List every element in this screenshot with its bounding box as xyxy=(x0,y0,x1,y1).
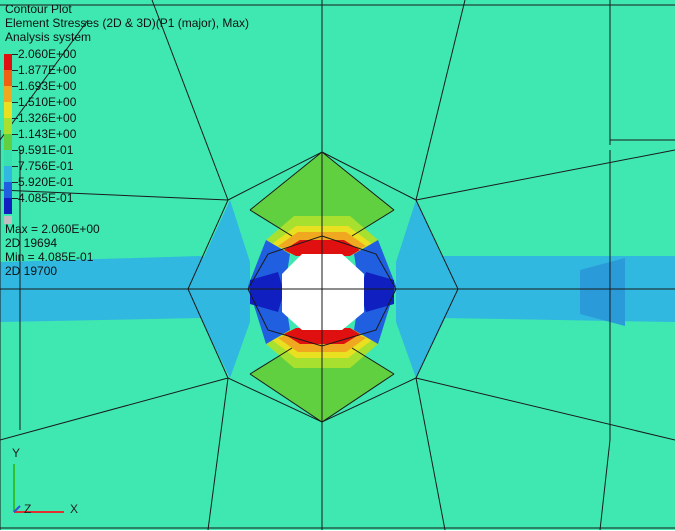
legend-no-result xyxy=(4,216,114,232)
legend-value: 1.877E+00 xyxy=(18,63,77,77)
legend-entry: 1.877E+00 xyxy=(4,63,114,86)
legend-value: 2.060E+00 xyxy=(18,47,77,61)
legend-value: 9.591E-01 xyxy=(18,143,74,157)
legend-tick xyxy=(12,70,18,71)
legend-swatch xyxy=(4,134,12,150)
min-element: 2D 19700 xyxy=(5,264,58,278)
coordinate-system: Analysis system xyxy=(5,30,92,44)
legend-swatch xyxy=(4,166,12,182)
legend-entry: 9.591E-01 xyxy=(4,143,114,166)
side-zone-right-min xyxy=(360,272,394,312)
legend-swatch xyxy=(4,54,12,70)
plot-title: Contour Plot xyxy=(5,2,72,16)
legend-entry: 2.060E+00 xyxy=(4,47,114,70)
legend-tick xyxy=(12,150,18,151)
hole xyxy=(282,254,364,330)
legend-value: 5.920E-01 xyxy=(18,175,74,189)
legend-entry: 5.920E-01 xyxy=(4,175,114,198)
axis-triad: Y Z X xyxy=(6,440,86,526)
legend-swatch xyxy=(4,150,12,166)
max-element: 2D 19694 xyxy=(5,236,58,250)
triad-arrows xyxy=(13,464,64,513)
legend-entry: 1.693E+00 xyxy=(4,79,114,102)
max-value: Max = 2.060E+00 xyxy=(5,222,100,236)
legend-swatch xyxy=(4,70,12,86)
legend-entry: 1.326E+00 xyxy=(4,111,114,134)
legend-value: 4.085E-01 xyxy=(18,191,74,205)
result-type: Element Stresses (2D & 3D)(P1 (major), M… xyxy=(5,16,250,30)
legend-tick xyxy=(12,166,18,167)
legend-value: 7.756E-01 xyxy=(18,159,74,173)
legend-no-result-swatch xyxy=(4,216,12,224)
legend-entry: 1.510E+00 xyxy=(4,95,114,118)
legend-tick xyxy=(12,182,18,183)
legend-swatch xyxy=(4,102,12,118)
legend-swatch xyxy=(4,182,12,198)
legend-entry: 1.143E+00 xyxy=(4,127,114,150)
legend-value: 1.143E+00 xyxy=(18,127,77,141)
y-axis-label: Y xyxy=(12,446,21,460)
x-axis-label: X xyxy=(70,502,79,516)
legend-swatch xyxy=(4,86,12,102)
z-axis-arrow xyxy=(13,505,21,513)
legend-tick xyxy=(12,54,18,55)
side-zone-left-min xyxy=(250,272,284,312)
legend-value: 1.693E+00 xyxy=(18,79,77,93)
min-value: Min = 4.085E-01 xyxy=(5,250,94,264)
z-axis-label: Z xyxy=(24,502,32,516)
legend-tick xyxy=(12,102,18,103)
legend-tick xyxy=(12,134,18,135)
legend-value: 1.326E+00 xyxy=(18,111,77,125)
legend-tick xyxy=(12,198,18,199)
legend-tick xyxy=(12,118,18,119)
legend-swatch xyxy=(4,198,12,214)
legend-swatch xyxy=(4,118,12,134)
legend-tick xyxy=(12,86,18,87)
stress-spike-right xyxy=(580,258,625,326)
legend-entry: 4.085E-01 xyxy=(4,191,114,214)
legend-entry: 7.756E-01 xyxy=(4,159,114,182)
legend-value: 1.510E+00 xyxy=(18,95,77,109)
